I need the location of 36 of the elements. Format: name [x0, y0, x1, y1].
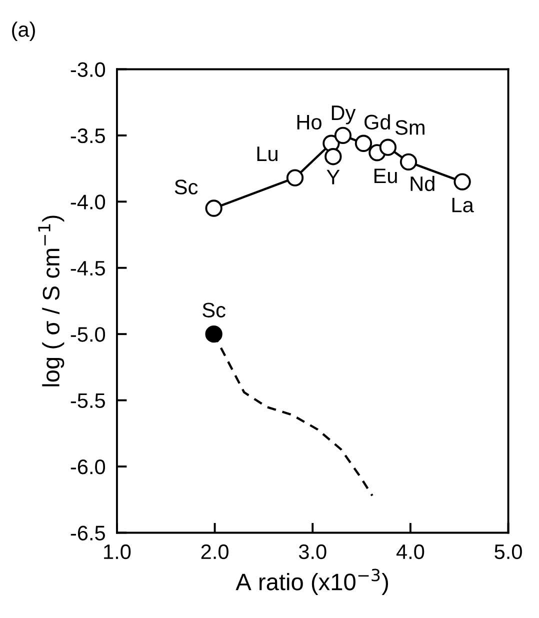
point: [324, 148, 342, 166]
annotation: Sc: [174, 180, 198, 194]
point: [286, 169, 304, 186]
y-tick-label: -4.5: [70, 261, 105, 276]
point: [334, 126, 352, 144]
x-tick-label: 4.0: [396, 544, 424, 560]
y-tick-label: -3.5: [70, 128, 105, 144]
chart-title: (a): [12, 22, 35, 42]
annotation: Sc: [202, 302, 226, 318]
point: [379, 138, 397, 156]
y-tick-label: -5.0: [70, 327, 106, 342]
y-tick-label: -3.0: [70, 62, 106, 77]
x-tick-label: 1.0: [104, 544, 131, 560]
point: [354, 134, 372, 152]
point: [205, 200, 222, 217]
annotation: Dy: [332, 106, 356, 124]
y-axis-title: log ( σ / S cm$^{−1}$): [38, 216, 64, 386]
annotation: Lu: [257, 146, 278, 162]
x-tick-label: 3.0: [298, 544, 326, 560]
annotation: Sm: [395, 120, 424, 135]
annotation: Ho: [297, 114, 322, 130]
point: [205, 325, 222, 343]
annotation: Eu: [374, 168, 397, 184]
x-tick-label: 2.0: [201, 544, 228, 560]
annotation: La: [452, 198, 474, 212]
annotation: Nd: [410, 176, 434, 192]
x-axis-title: A ratio (x10$^{−3}$): [236, 568, 388, 595]
y-tick-label: -6.0: [70, 460, 106, 474]
point: [400, 153, 418, 170]
annotation: Y: [326, 170, 340, 184]
y-tick-label: -6.5: [70, 526, 105, 540]
point: [454, 173, 471, 190]
annotation: Gd: [364, 114, 390, 130]
y-tick-label: -4.0: [70, 194, 106, 210]
x-tick-label: 5.0: [494, 544, 522, 560]
y-tick-label: -5.5: [70, 394, 105, 408]
